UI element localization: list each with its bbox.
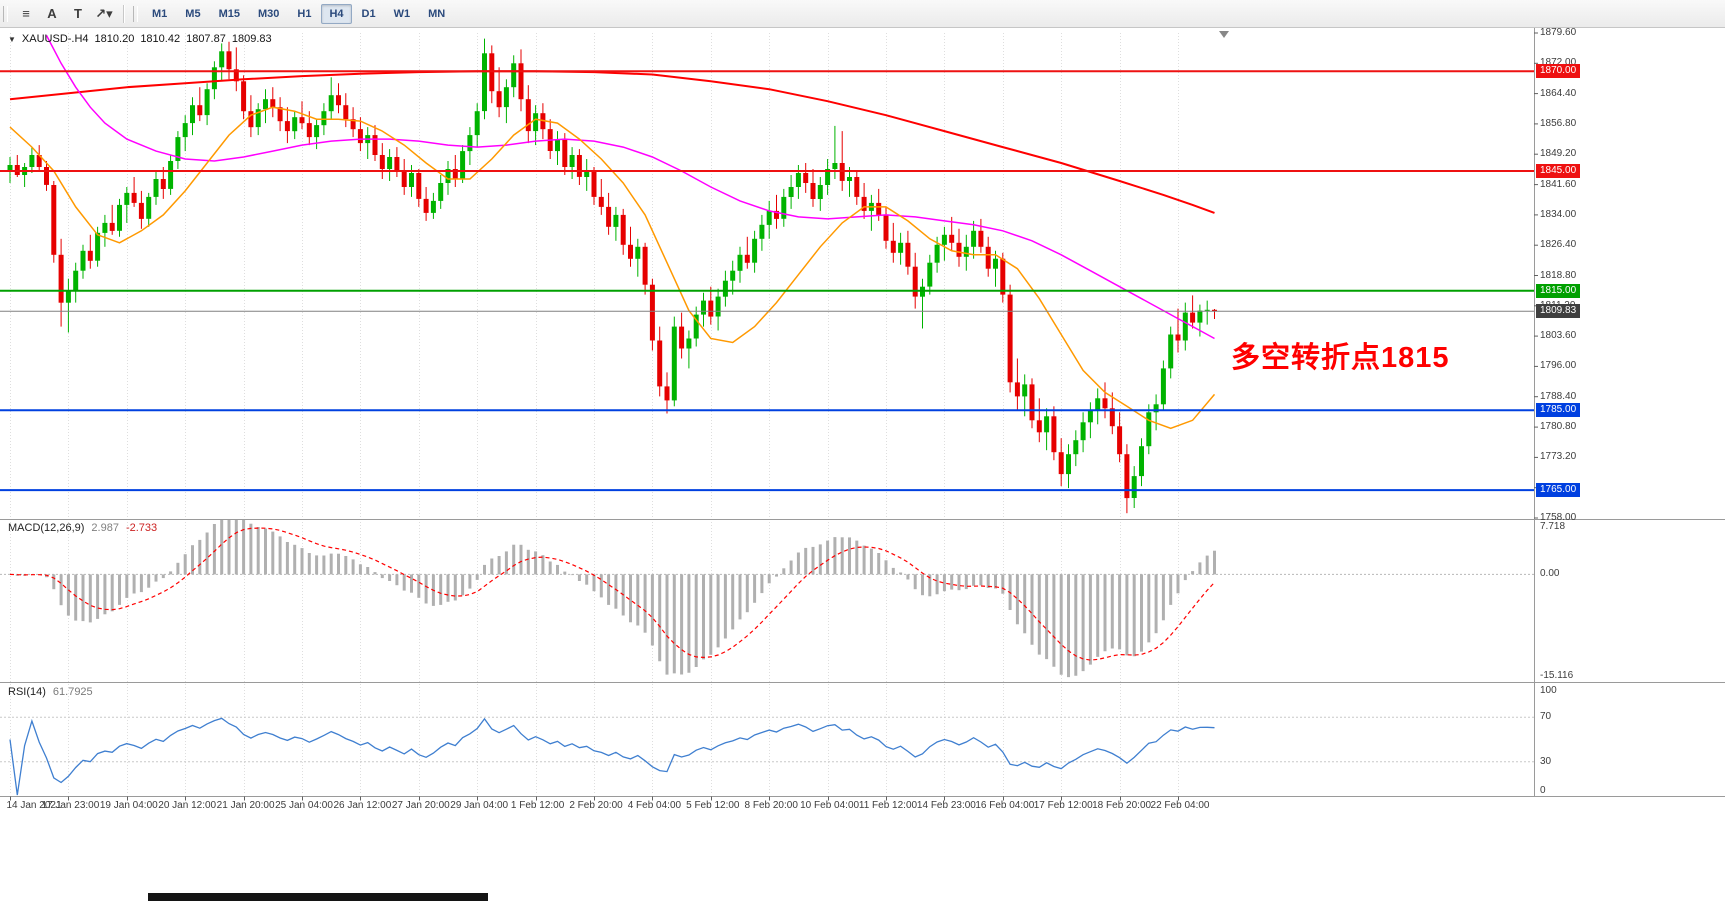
timeframe-button-m1[interactable]: M1 [152, 7, 168, 20]
chart-ohlc-info: ▼ XAUUSD-.H4 1810.20 1810.42 1807.87 180… [8, 33, 272, 45]
timeframe-button-m5[interactable]: M5 [185, 7, 201, 20]
timeframe-button-mn[interactable]: MN [428, 7, 446, 20]
rsi-line [9, 717, 1215, 796]
timeframe-button-h4[interactable]: H4 [321, 3, 352, 24]
ohlc-high: 1810.42 [140, 33, 181, 45]
ohlc-close: 1809.83 [231, 33, 272, 45]
chart-grid-icon[interactable]: ≡ [22, 6, 30, 21]
macd-histogram [15, 520, 1216, 678]
rsi-indicator-label: RSI(14) 61.7925 [8, 686, 93, 698]
rsi-value: 61.7925 [52, 686, 93, 698]
panel-separators [0, 28, 1725, 797]
timeframe-button-m15[interactable]: M15 [218, 7, 240, 20]
timeframe-button-m30[interactable]: M30 [257, 7, 280, 20]
timeframe-button-h1[interactable]: H1 [297, 7, 312, 20]
price-scale[interactable] [1535, 28, 1725, 796]
ma-medium-magenta [45, 35, 1215, 340]
candles [7, 38, 1217, 514]
symbol-period-label: XAUUSD-.H4 [21, 33, 89, 45]
chart-shift-marker-icon[interactable] [1219, 31, 1229, 38]
chart-annotation-text: 多空转折点1815 [1231, 342, 1450, 374]
text-annotation-icon[interactable]: A [47, 6, 57, 21]
macd-indicator-label: MACD(12,26,9) 2.987 -2.733 [8, 522, 157, 534]
taskbar-sliver [148, 893, 488, 901]
timeframe-button-w1[interactable]: W1 [393, 7, 411, 20]
text-label-icon[interactable]: T [74, 6, 82, 21]
scale-ticks [10, 32, 1538, 801]
macd-signal-value: -2.733 [125, 522, 158, 534]
ohlc-low: 1807.87 [186, 33, 226, 45]
macd-main-value: 2.987 [91, 522, 119, 534]
ma-slow-red [9, 70, 1215, 214]
toolbar-grip-2 [133, 5, 138, 22]
rsi-name: RSI(14) [8, 686, 46, 698]
arrows-tool-icon[interactable]: ↗▾ [95, 5, 113, 21]
time-gridlines [10, 33, 1179, 795]
macd-signal-line [9, 527, 1215, 661]
toolbar-grip [3, 5, 8, 22]
time-scale[interactable] [0, 797, 1534, 815]
toolbar-tools-group: ≡ A T ↗▾ [13, 3, 117, 25]
timeframe-toolbar: M1 M5 M15 M30 H1 H4 D1 W1 MN [143, 3, 454, 24]
toolbar: ≡ A T ↗▾ M1 M5 M15 M30 H1 H4 D1 W1 MN [0, 0, 1725, 28]
toolbar-separator [123, 4, 124, 23]
ohlc-open: 1810.20 [94, 33, 135, 45]
timeframe-button-d1[interactable]: D1 [361, 7, 376, 20]
symbol-expand-icon[interactable]: ▼ [8, 34, 16, 44]
macd-name: MACD(12,26,9) [8, 522, 85, 534]
